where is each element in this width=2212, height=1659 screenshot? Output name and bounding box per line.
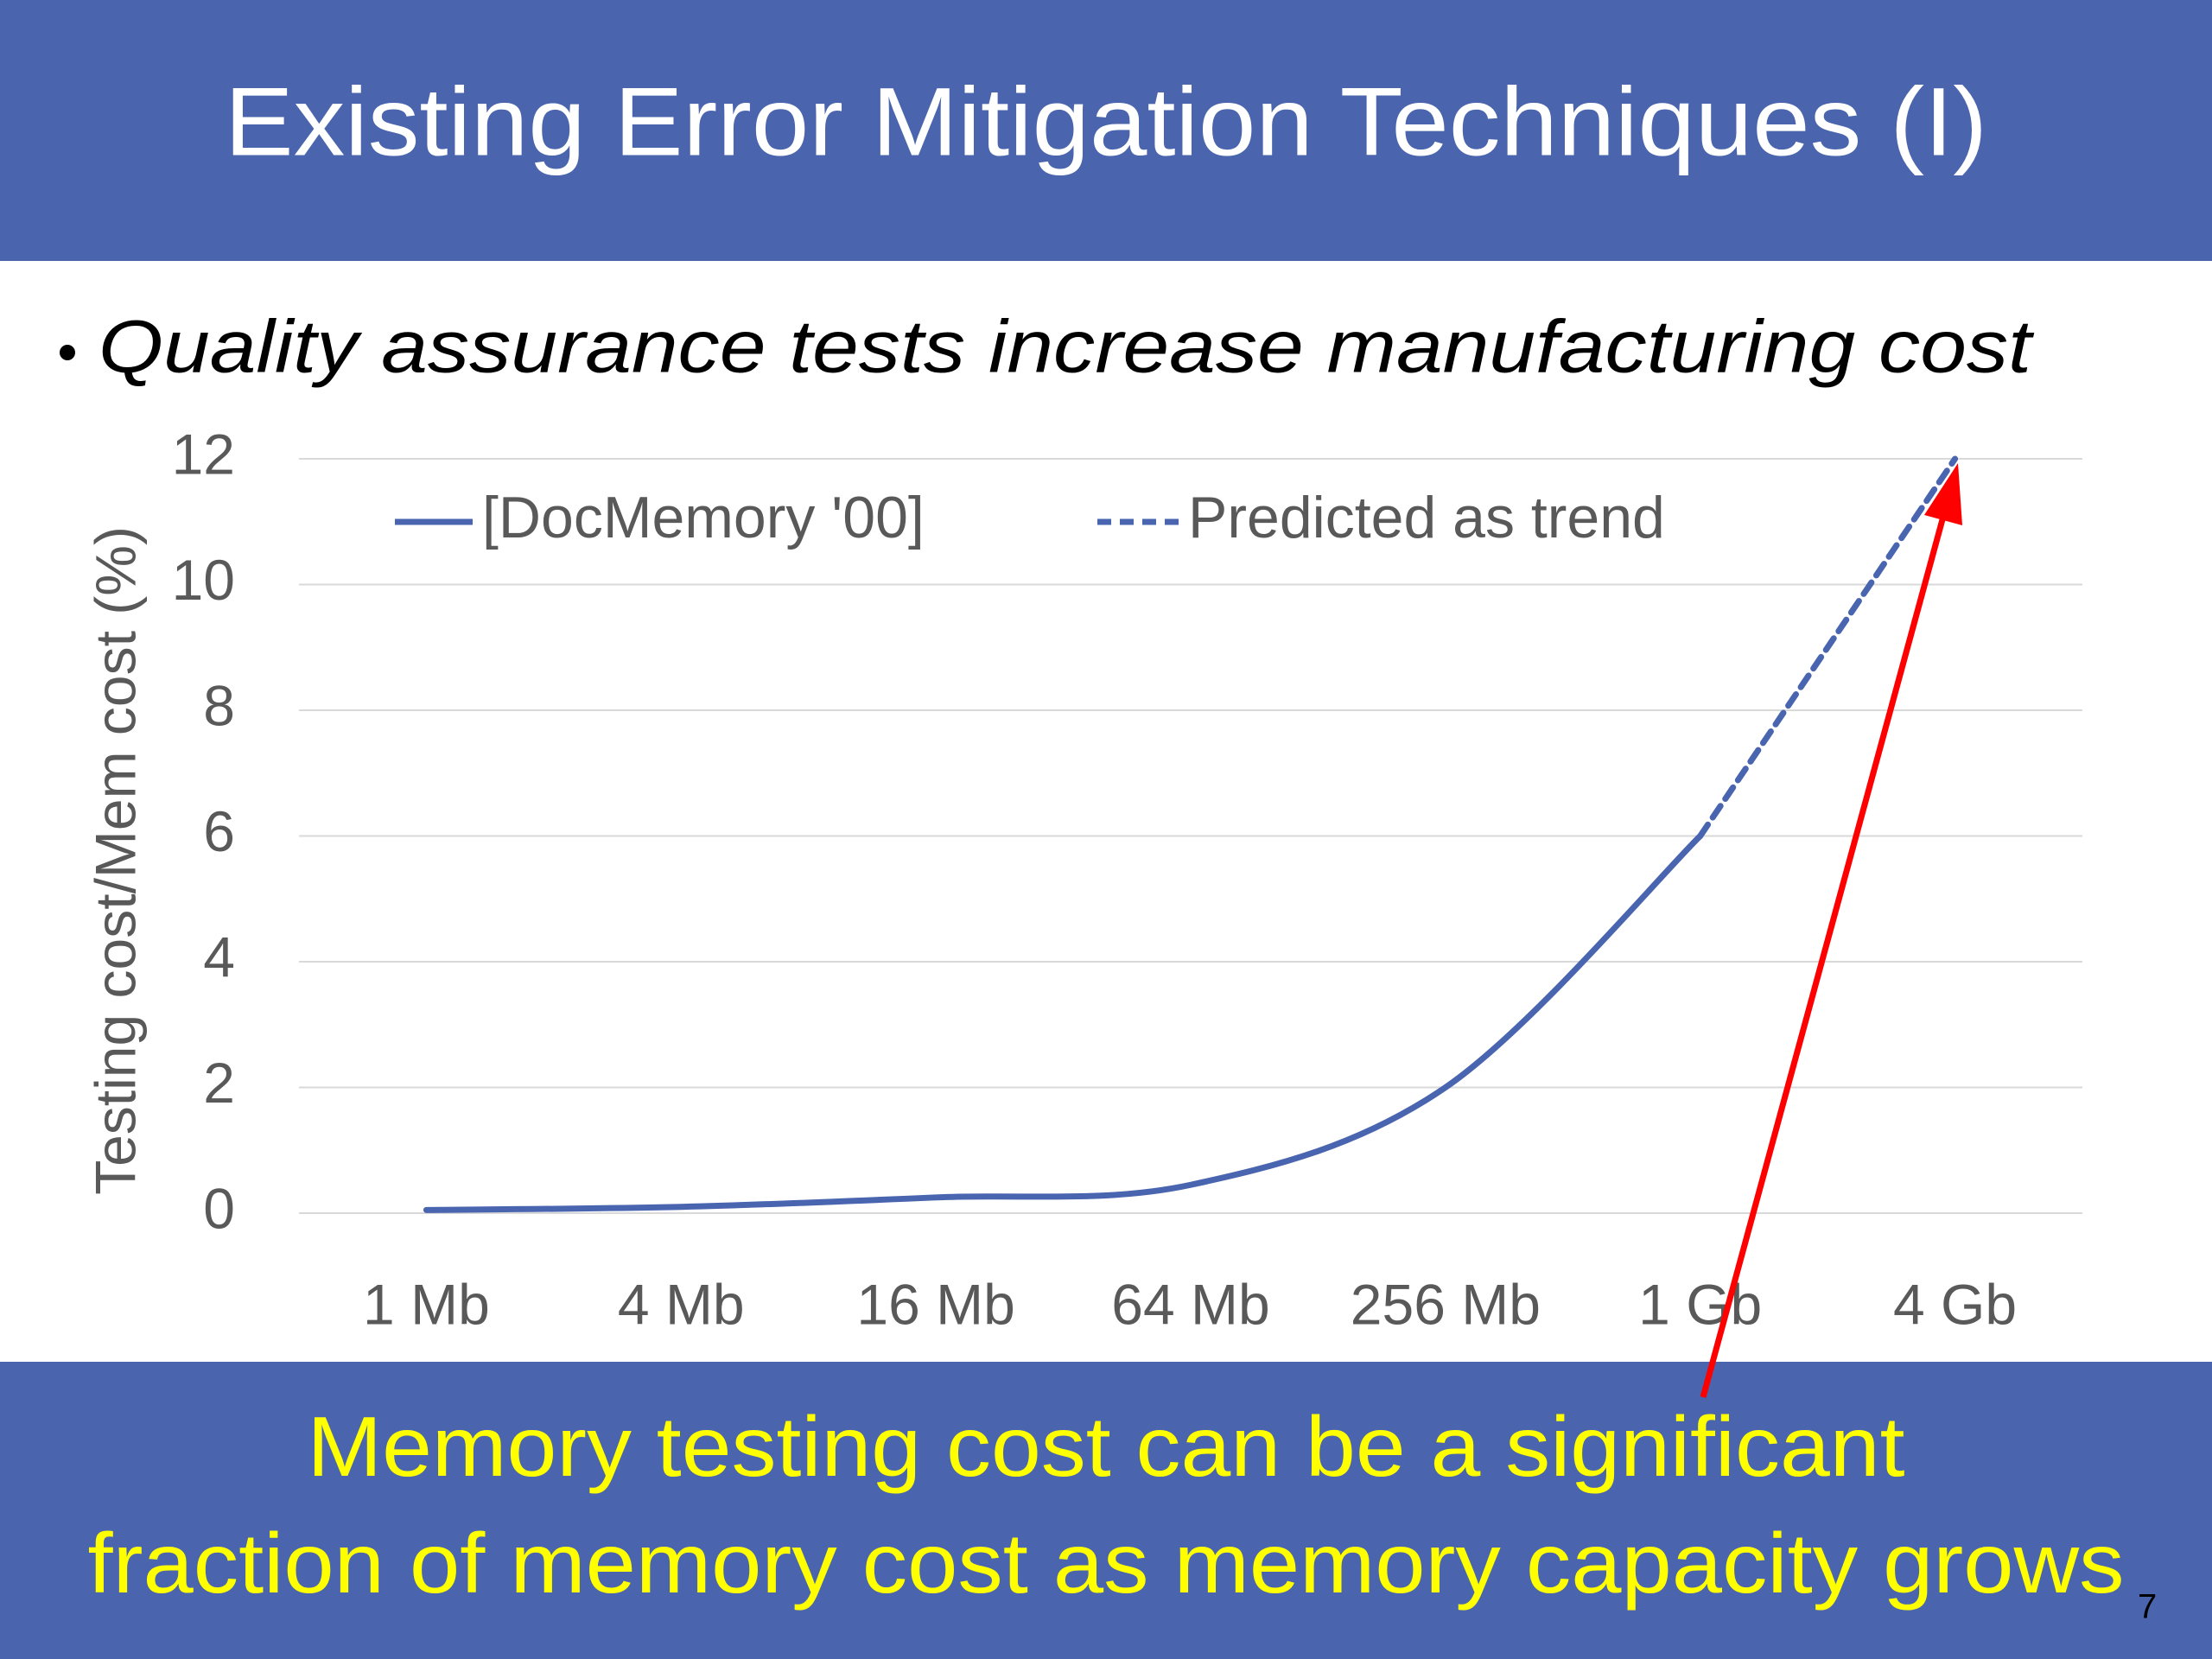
- y-tick-label: 4: [203, 925, 235, 988]
- bullet-dot: [60, 345, 75, 360]
- callout-line: Memory testing cost can be a significant: [308, 1399, 1905, 1494]
- footer-band: [0, 1362, 2212, 1659]
- slide-title: Existing Error Mitigation Techniques (I): [225, 68, 1987, 176]
- legend-label: [DocMemory '00]: [482, 485, 925, 550]
- series-line: [1697, 455, 1959, 839]
- y-tick-label: 10: [172, 548, 235, 612]
- red-arrow: [1700, 463, 1962, 1398]
- x-tick-label: 4 Gb: [1893, 1272, 2017, 1336]
- bullet-text: Quality assurance tests increase manufac…: [99, 306, 2034, 389]
- y-tick-label: 8: [203, 673, 235, 737]
- x-tick-label: 256 Mb: [1351, 1272, 1541, 1336]
- x-tick-label: 1 Mb: [363, 1272, 490, 1336]
- page-number: 7: [2138, 1588, 2157, 1626]
- x-tick-label: 1 Gb: [1638, 1272, 1762, 1336]
- arrow-shaft: [1700, 512, 1948, 1398]
- x-tick-label: 4 Mb: [618, 1272, 745, 1336]
- callout-line: fraction of memory cost as memory capaci…: [88, 1516, 2125, 1611]
- arrow-head: [1924, 463, 1962, 525]
- header-band: [0, 0, 2212, 261]
- y-tick-label: 2: [203, 1051, 235, 1115]
- legend-label: Predicted as trend: [1188, 485, 1665, 550]
- y-tick-label: 12: [172, 422, 235, 486]
- x-tick-label: 64 Mb: [1111, 1272, 1269, 1336]
- y-tick-label: 6: [203, 799, 235, 863]
- series-line: [423, 833, 1704, 1213]
- chart: 0 2 4 6 8 10 12 Testing cost/Mem cost (%) 1 Mb 4 …: [83, 422, 2082, 1336]
- y-tick-label: 0: [203, 1176, 235, 1240]
- y-axis-title: Testing cost/Mem cost (%): [83, 526, 147, 1195]
- x-tick-label: 16 Mb: [856, 1272, 1014, 1336]
